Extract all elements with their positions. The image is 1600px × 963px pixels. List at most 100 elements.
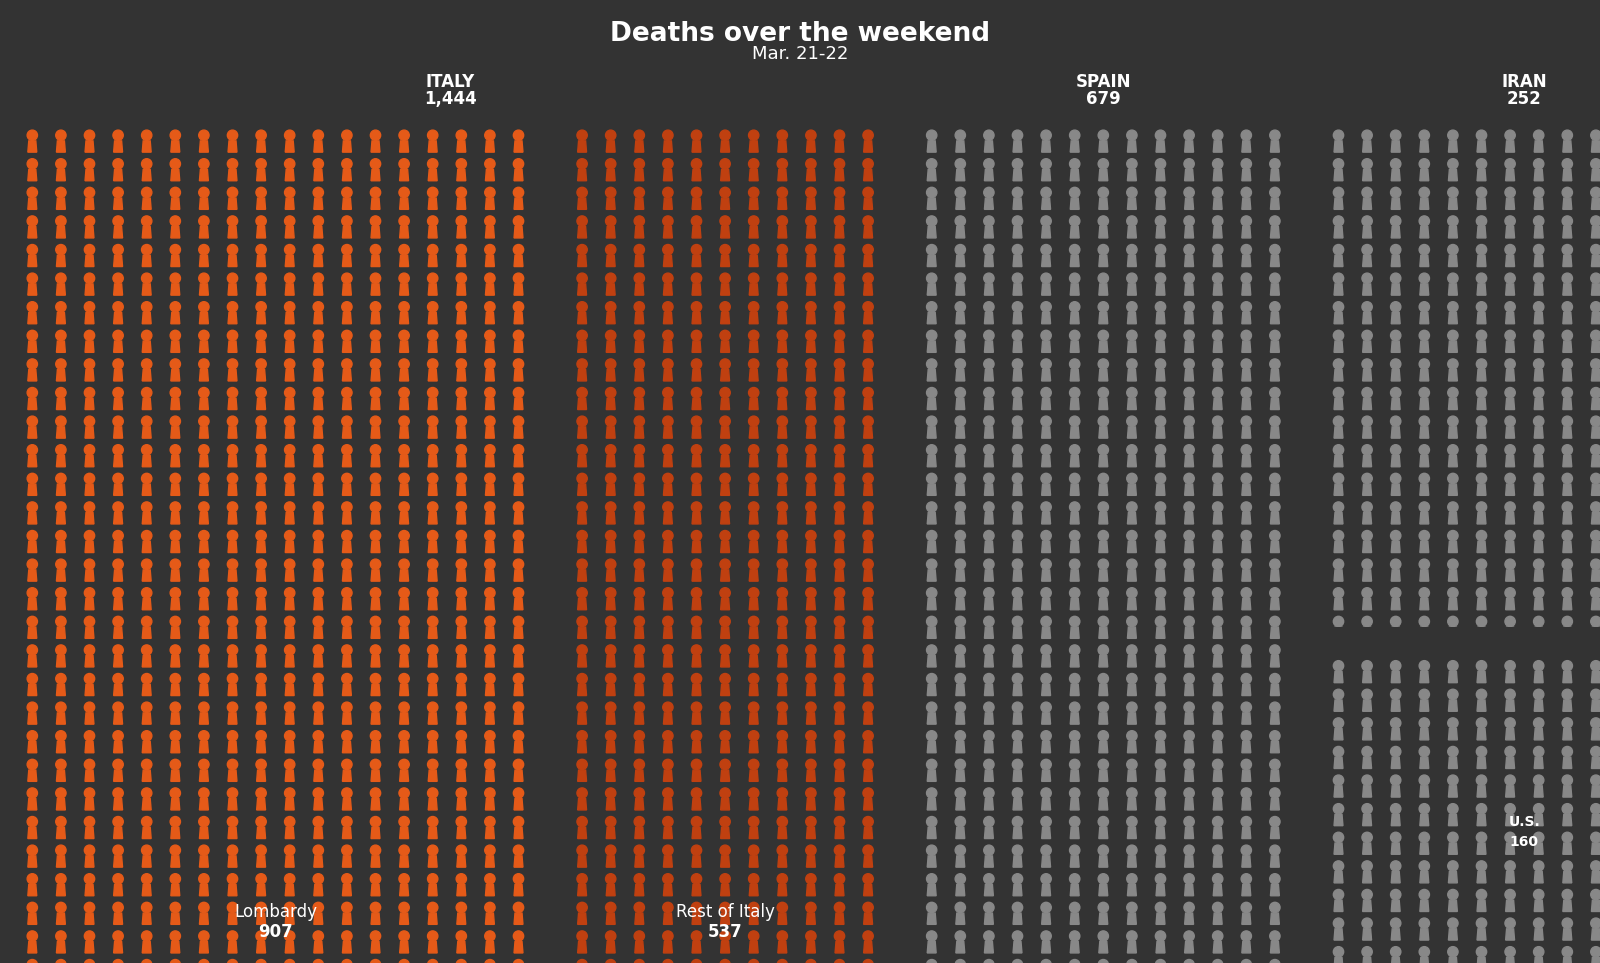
Polygon shape [27, 169, 37, 181]
Polygon shape [514, 770, 523, 781]
Polygon shape [835, 656, 843, 667]
Circle shape [285, 416, 294, 427]
Circle shape [170, 273, 181, 283]
Polygon shape [664, 255, 672, 267]
Polygon shape [1363, 957, 1371, 963]
Circle shape [984, 731, 994, 741]
Circle shape [1042, 902, 1051, 913]
Circle shape [427, 245, 438, 255]
Circle shape [1419, 717, 1429, 728]
Circle shape [1242, 502, 1251, 512]
Polygon shape [1477, 929, 1486, 940]
Circle shape [1506, 273, 1515, 283]
Polygon shape [142, 884, 150, 896]
Circle shape [955, 959, 965, 963]
Circle shape [427, 301, 438, 312]
Circle shape [85, 387, 94, 398]
Circle shape [1069, 846, 1080, 855]
Polygon shape [1042, 913, 1051, 924]
Circle shape [27, 702, 37, 713]
Circle shape [427, 673, 438, 684]
Circle shape [398, 902, 410, 913]
Polygon shape [693, 742, 701, 753]
Circle shape [27, 301, 37, 312]
Polygon shape [578, 341, 587, 352]
Circle shape [1419, 188, 1429, 197]
Circle shape [1270, 587, 1280, 598]
Circle shape [1069, 387, 1080, 398]
Polygon shape [1070, 770, 1078, 781]
Circle shape [141, 445, 152, 455]
Circle shape [1419, 746, 1429, 757]
Circle shape [955, 301, 965, 312]
Circle shape [256, 731, 266, 741]
Polygon shape [1363, 284, 1371, 295]
Circle shape [1042, 731, 1051, 741]
Circle shape [984, 959, 994, 963]
Circle shape [1098, 731, 1109, 741]
Polygon shape [1334, 541, 1342, 553]
Circle shape [1477, 918, 1486, 928]
Circle shape [926, 130, 938, 141]
Circle shape [1098, 301, 1109, 312]
Polygon shape [664, 798, 672, 810]
Circle shape [114, 817, 123, 827]
Circle shape [1419, 804, 1429, 814]
Circle shape [1562, 717, 1573, 728]
Circle shape [56, 817, 66, 827]
Circle shape [1506, 804, 1515, 814]
Polygon shape [1334, 141, 1342, 152]
Polygon shape [1042, 284, 1051, 295]
Circle shape [370, 216, 381, 226]
Circle shape [27, 873, 37, 884]
Circle shape [227, 788, 238, 798]
Polygon shape [1534, 455, 1542, 467]
Polygon shape [314, 827, 323, 839]
Circle shape [691, 359, 702, 369]
Circle shape [456, 445, 467, 455]
Circle shape [1270, 702, 1280, 713]
Circle shape [1333, 273, 1344, 283]
Polygon shape [1592, 957, 1600, 963]
Circle shape [514, 902, 523, 913]
Circle shape [605, 846, 616, 855]
Circle shape [170, 788, 181, 798]
Polygon shape [693, 284, 701, 295]
Polygon shape [1334, 169, 1342, 181]
Polygon shape [1534, 370, 1542, 381]
Polygon shape [693, 770, 701, 781]
Polygon shape [1270, 627, 1280, 638]
Circle shape [749, 273, 758, 283]
Circle shape [1213, 273, 1222, 283]
Circle shape [27, 330, 37, 341]
Circle shape [342, 587, 352, 598]
Polygon shape [693, 141, 701, 152]
Circle shape [984, 416, 994, 427]
Polygon shape [1184, 370, 1194, 381]
Circle shape [1533, 804, 1544, 814]
Circle shape [634, 130, 645, 141]
Polygon shape [1213, 856, 1222, 867]
Polygon shape [635, 713, 643, 724]
Circle shape [456, 473, 467, 483]
Polygon shape [1392, 141, 1400, 152]
Circle shape [1126, 188, 1138, 197]
Polygon shape [229, 856, 237, 867]
Polygon shape [1242, 598, 1251, 610]
Polygon shape [1099, 198, 1107, 209]
Circle shape [1069, 159, 1080, 169]
Circle shape [370, 560, 381, 569]
Polygon shape [27, 370, 37, 381]
Circle shape [1042, 416, 1051, 427]
Circle shape [720, 817, 730, 827]
Polygon shape [778, 884, 787, 896]
Polygon shape [1506, 598, 1515, 610]
Polygon shape [1419, 729, 1429, 740]
Circle shape [578, 531, 587, 541]
Circle shape [1448, 216, 1458, 226]
Circle shape [1069, 473, 1080, 483]
Circle shape [114, 959, 123, 963]
Circle shape [1590, 804, 1600, 814]
Circle shape [1184, 502, 1194, 512]
Polygon shape [1128, 484, 1136, 495]
